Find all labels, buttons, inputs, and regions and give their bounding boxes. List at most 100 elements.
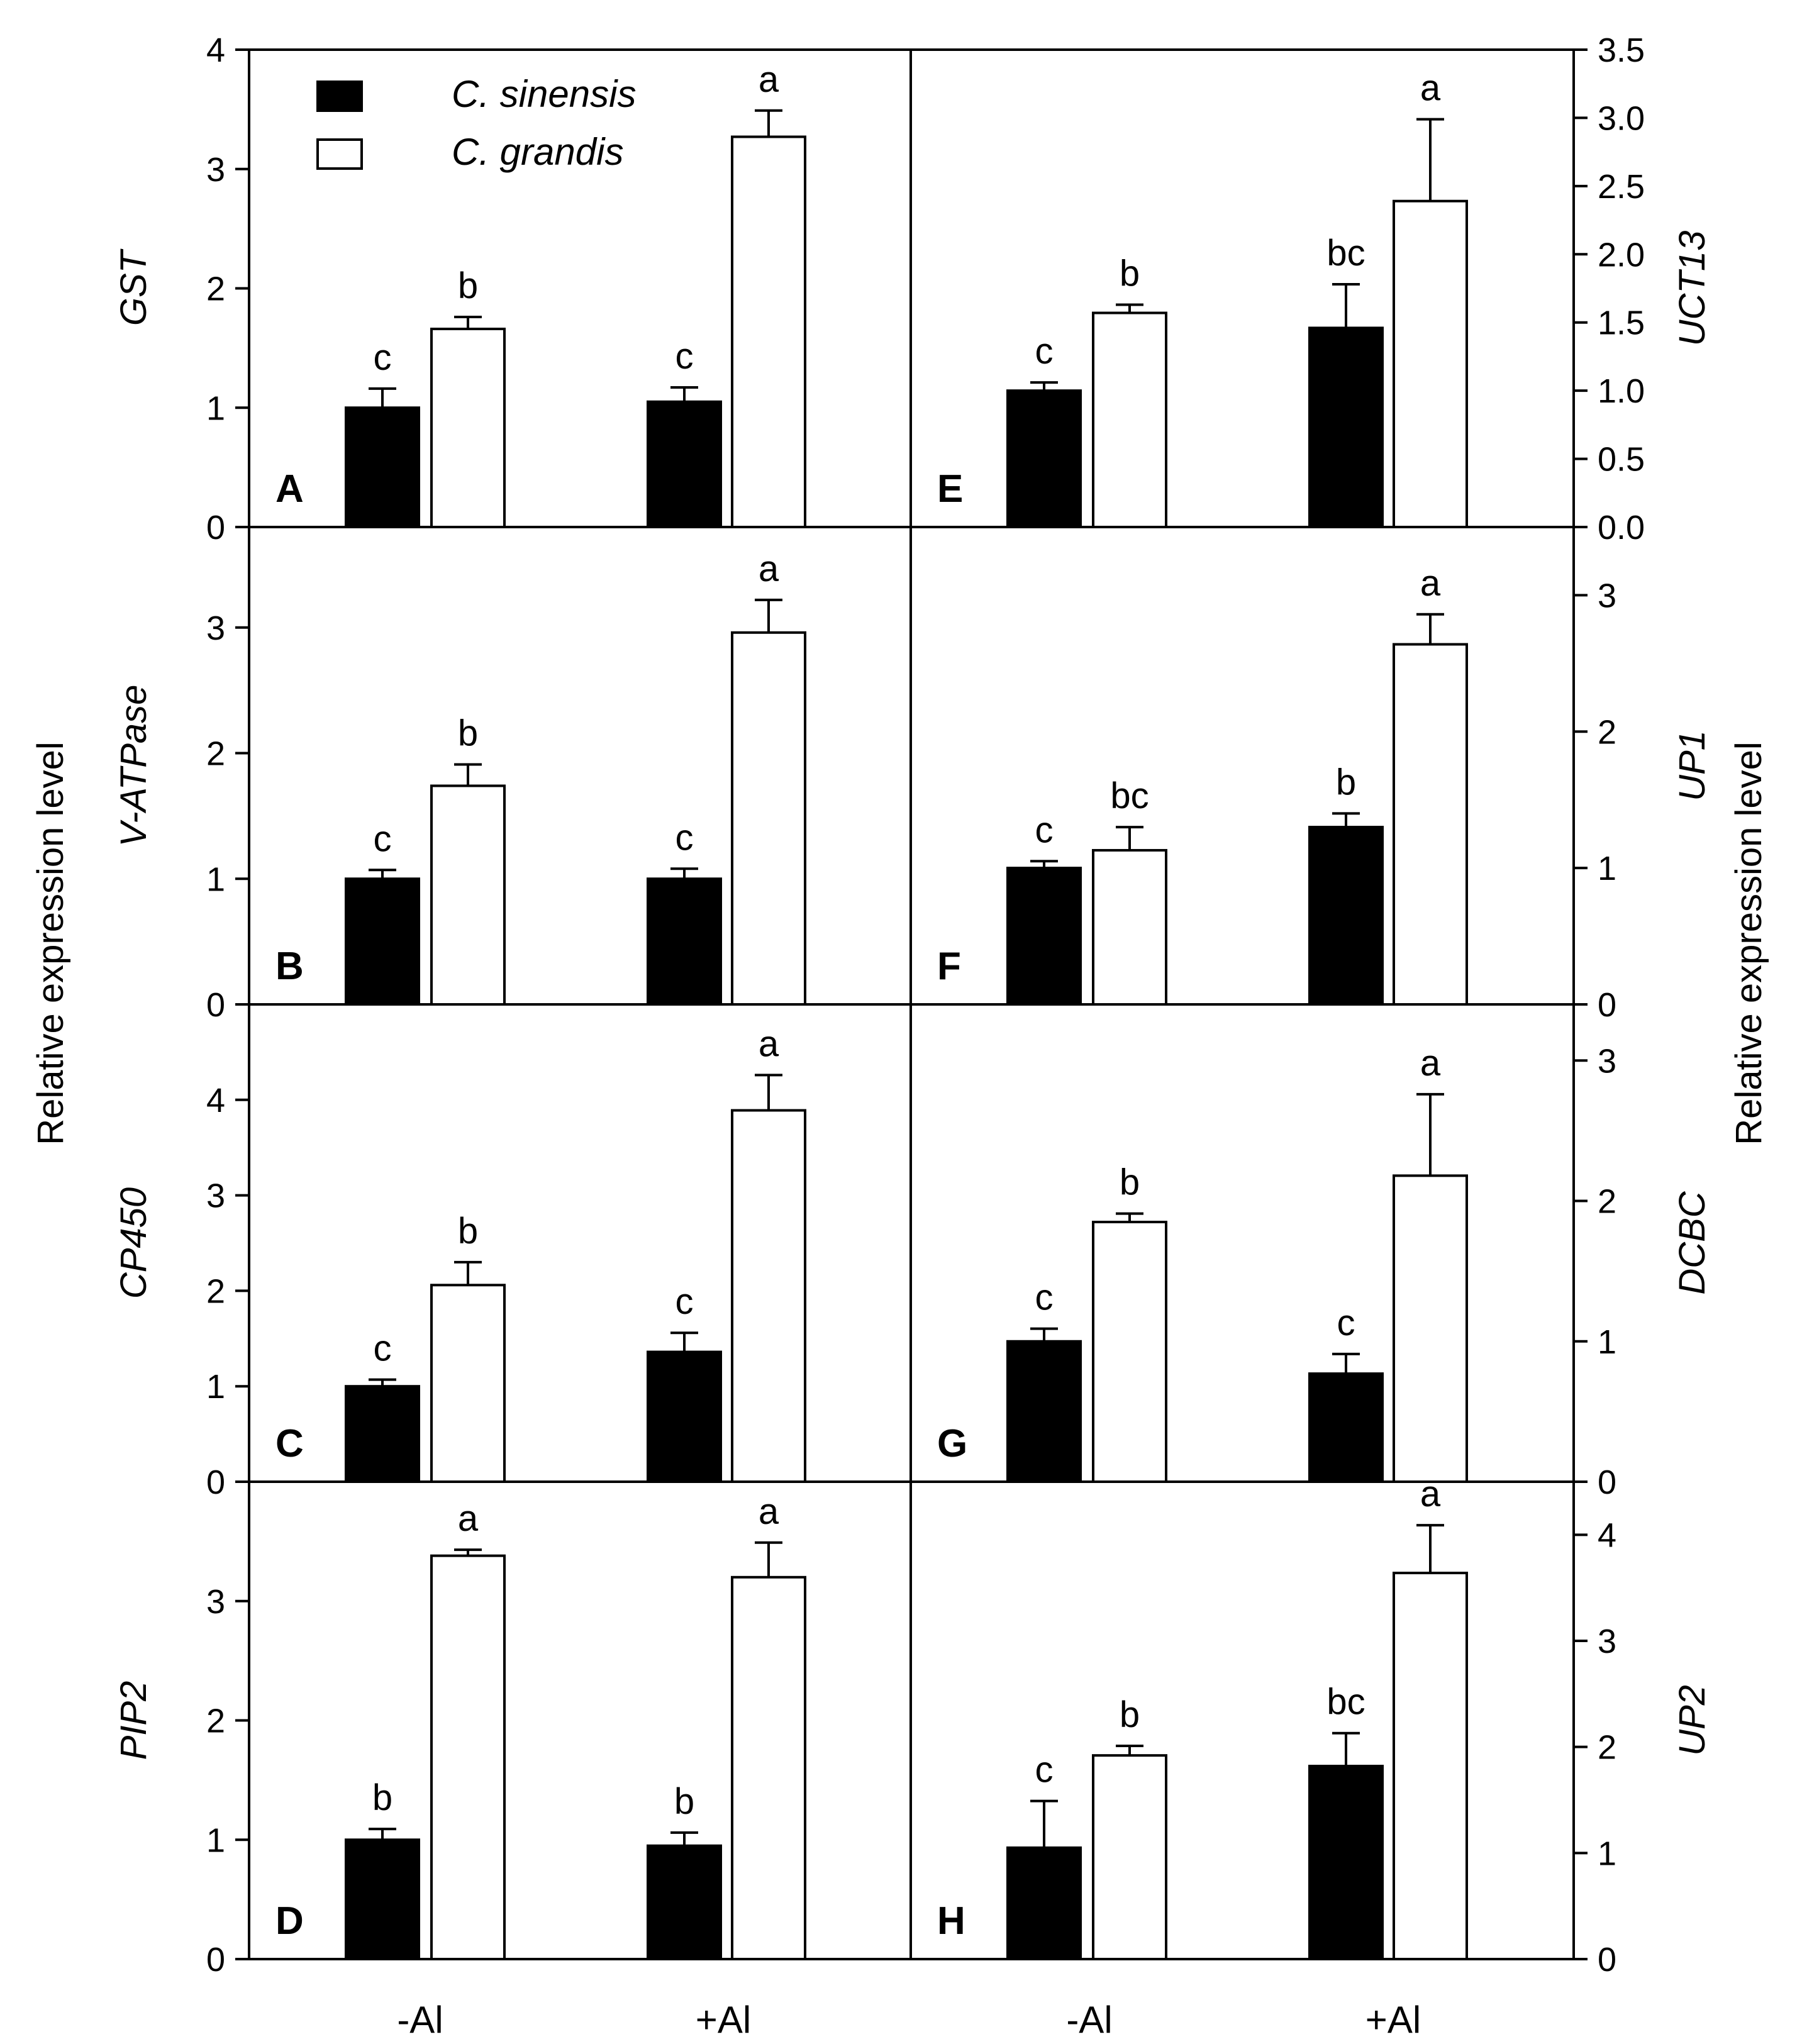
y-tick-label: 1.0	[1598, 372, 1645, 410]
y-tick-label: 2.5	[1598, 168, 1645, 206]
x-category-label-right-minus-al: -Al	[1066, 1999, 1112, 2041]
significance-label: a	[759, 59, 779, 100]
y-tick-label: 2.0	[1598, 236, 1645, 274]
y-tick-label: 4	[206, 1082, 225, 1119]
bar-c-sinensis-minus-al	[345, 1385, 420, 1483]
bar-c-grandis-plus-al	[1393, 199, 1468, 528]
gene-y-label: CP450	[113, 1187, 154, 1299]
gene-y-label: UCT13	[1672, 231, 1713, 347]
bar-c-sinensis-minus-al	[1006, 1846, 1082, 1960]
bar-c-grandis-minus-al	[430, 1554, 506, 1960]
bar-c-sinensis-plus-al	[647, 1844, 722, 1961]
significance-label: a	[458, 1498, 479, 1539]
panel-letter: G	[937, 1422, 967, 1465]
significance-label: b	[458, 265, 478, 306]
y-tick-label: 4	[206, 31, 225, 69]
bar-c-sinensis-plus-al	[647, 1350, 722, 1483]
bar-c-sinensis-minus-al	[345, 406, 420, 528]
significance-label: bc	[1326, 233, 1365, 274]
bar-c-grandis-minus-al	[1092, 848, 1167, 1006]
x-category-label-right-plus-al: +Al	[1365, 1999, 1421, 2041]
bar-c-sinensis-plus-al	[1308, 326, 1384, 528]
y-tick-label: 0	[206, 986, 225, 1024]
significance-label: c	[374, 337, 392, 378]
y-tick-label: 2	[206, 1702, 225, 1740]
gene-y-label: UP1	[1672, 730, 1713, 801]
y-tick-label: 1.5	[1598, 304, 1645, 342]
y-tick-label: 0	[1598, 1464, 1616, 1501]
y-tick-label: 2	[206, 270, 225, 308]
significance-label: b	[674, 1781, 694, 1822]
panel-letter: H	[937, 1899, 965, 1943]
bar-c-grandis-plus-al	[1393, 643, 1468, 1006]
y-tick-label: 1	[206, 1821, 225, 1859]
gene-y-label: V-ATPase	[113, 685, 154, 847]
bar-c-grandis-minus-al	[430, 328, 506, 528]
y-tick-label: 1	[206, 389, 225, 427]
panels-group: 01234GSTAcbca0123V-ATPaseBcbca01234CP450…	[113, 31, 1713, 1979]
y-tick-label: 2	[206, 1272, 225, 1310]
significance-label: c	[374, 818, 392, 859]
bar-c-grandis-minus-al	[1092, 311, 1167, 528]
significance-label: c	[676, 817, 694, 858]
legend-swatch-c-sinensis	[316, 81, 363, 112]
bar-c-sinensis-plus-al	[647, 877, 722, 1006]
bar-c-sinensis-plus-al	[647, 400, 722, 529]
x-category-label-left-minus-al: -Al	[397, 1999, 443, 2041]
significance-label: b	[1336, 762, 1356, 803]
y-tick-label: 2	[206, 735, 225, 773]
bar-c-sinensis-minus-al	[345, 877, 420, 1006]
bar-c-sinensis-minus-al	[1006, 389, 1082, 529]
y-tick-label: 1	[1598, 1835, 1616, 1872]
significance-label: c	[676, 1281, 694, 1322]
panel-letter: F	[937, 945, 961, 988]
gene-y-label: UP2	[1672, 1685, 1713, 1756]
legend-swatch-c-grandis	[316, 138, 363, 170]
significance-label: c	[1035, 809, 1054, 850]
panel-letter: B	[275, 945, 304, 988]
panel-letter: E	[937, 467, 963, 511]
y-tick-label: 1	[1598, 850, 1616, 887]
y-tick-label: 3.0	[1598, 99, 1645, 137]
panel-f-up1: 0 1 2 3 UP1 Fc bc b a	[909, 526, 1713, 1024]
significance-label: c	[1035, 331, 1054, 372]
bar-c-grandis-plus-al	[1393, 1572, 1468, 1960]
significance-label: a	[759, 1491, 779, 1532]
significance-label: a	[1420, 1474, 1441, 1514]
bar-c-grandis-minus-al	[430, 784, 506, 1006]
y-tick-label: 0	[206, 1941, 225, 1979]
y-tick-label: 3	[1598, 1623, 1616, 1660]
significance-label: b	[372, 1777, 392, 1818]
significance-label: c	[1035, 1750, 1054, 1791]
gene-y-label: GST	[113, 248, 154, 326]
panel-h-up2: 0 1 2 3 4 UP2 Hc b bc a	[909, 1474, 1713, 1979]
bar-c-sinensis-minus-al	[1006, 1340, 1082, 1483]
common-y-label-right: Relative expression level	[1728, 742, 1769, 1145]
panel-letter: C	[275, 1422, 304, 1465]
y-tick-label: 3	[206, 609, 225, 647]
significance-label: a	[1420, 68, 1441, 109]
y-tick-label: 1	[206, 860, 225, 898]
bar-c-grandis-plus-al	[731, 135, 806, 528]
significance-label: a	[759, 1023, 779, 1064]
y-tick-label: 0	[206, 1464, 225, 1501]
y-tick-label: 2	[1598, 713, 1616, 751]
significance-label: b	[458, 1211, 478, 1252]
gene-y-label: PIP2	[113, 1681, 154, 1760]
y-tick-label: 0	[1598, 986, 1616, 1024]
significance-label: bc	[1110, 775, 1148, 816]
y-tick-label: 0.5	[1598, 441, 1645, 479]
significance-label: a	[1420, 1043, 1441, 1084]
significance-label: c	[1337, 1302, 1355, 1343]
y-tick-label: 3	[206, 1583, 225, 1621]
bar-c-sinensis-minus-al	[345, 1838, 420, 1960]
significance-label: c	[676, 336, 694, 377]
panel-a-gst: 0 1 2 3 4 GST Ac b c a	[113, 31, 912, 547]
significance-label: b	[1120, 1162, 1140, 1203]
legend: C. sinensis C. grandis	[316, 73, 636, 173]
significance-label: b	[1120, 253, 1140, 294]
bar-c-sinensis-minus-al	[1006, 867, 1082, 1006]
panel-b-v-atpase: 0 1 2 3 V-ATPase Bc b c a	[113, 526, 912, 1024]
y-tick-label: 4	[1598, 1516, 1616, 1554]
